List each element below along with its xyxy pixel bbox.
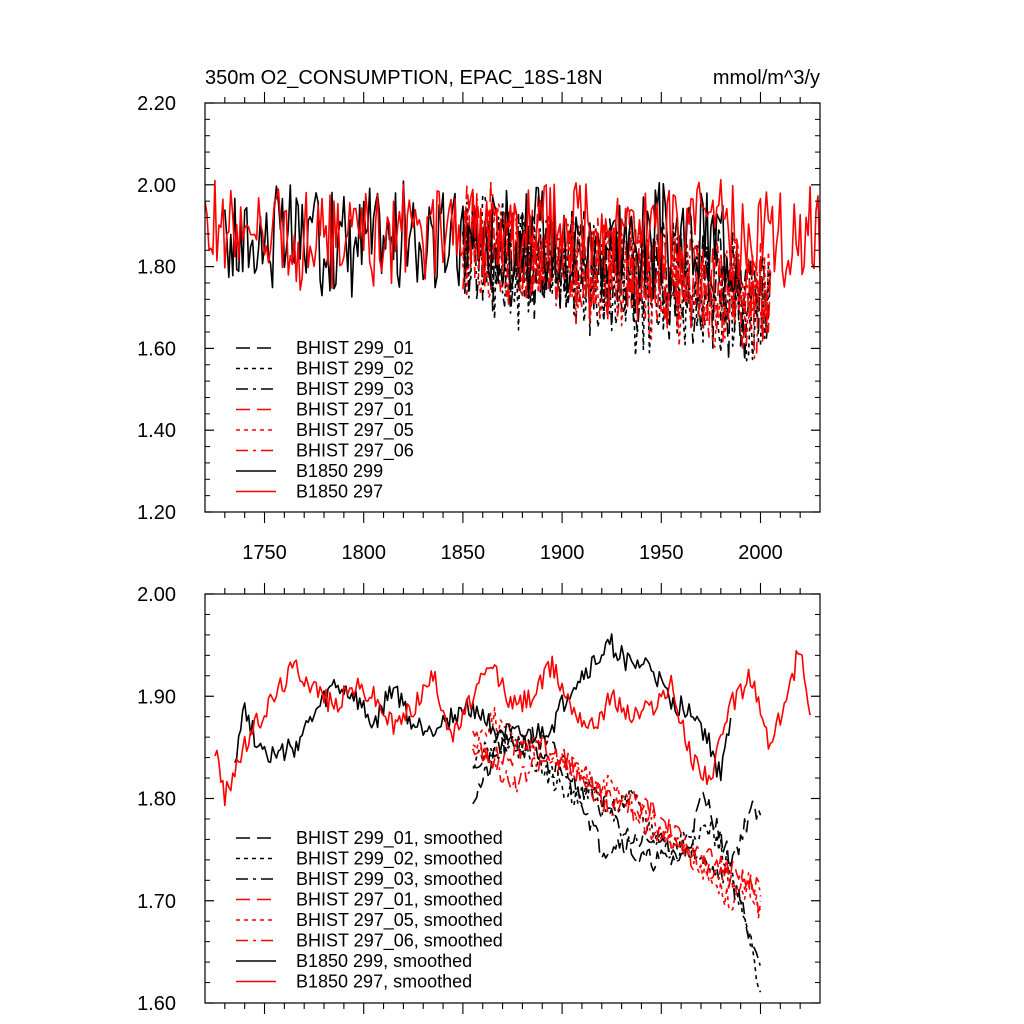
legend-label: BHIST 297_06	[296, 441, 414, 462]
series-line	[234, 633, 732, 782]
legend-label: BHIST 299_02, smoothed	[296, 849, 503, 870]
plot-area	[205, 179, 820, 362]
legend-label: BHIST 297_05, smoothed	[296, 910, 503, 931]
legend-label: BHIST 299_01, smoothed	[296, 828, 503, 849]
y-tick-label: 1.40	[137, 420, 176, 442]
y-tick-label: 2.20	[137, 93, 176, 115]
series-line	[214, 650, 811, 807]
legend-label: BHIST 297_05	[296, 420, 414, 441]
series-line	[205, 179, 820, 291]
x-tick-label: 2000	[738, 542, 783, 564]
legend-label: BHIST 299_01	[296, 338, 414, 359]
legend-label: B1850 299	[296, 461, 383, 481]
legend-label: BHIST 299_02	[296, 359, 414, 380]
legend-label: BHIST 297_01, smoothed	[296, 890, 503, 911]
bottom-panel: 1.60 1.70 1.80 1.90 2.00 BHIST 299_01, smooth…	[137, 583, 821, 1015]
y-tick-label: 1.80	[137, 789, 176, 811]
series-line	[472, 736, 762, 968]
y-tick-label: 1.70	[137, 891, 176, 913]
series-line	[472, 745, 762, 897]
chart-units: mmol/m^3/y	[713, 67, 820, 89]
series-line	[462, 194, 772, 362]
y-tick-label: 1.60	[137, 993, 176, 1015]
y-tick-label: 1.80	[137, 257, 176, 279]
x-tick-label: 1950	[639, 542, 684, 564]
plot-area	[214, 633, 811, 993]
plot-frame	[204, 102, 821, 513]
x-tick-label: 1800	[341, 542, 386, 564]
y-tick-label: 2.00	[137, 175, 176, 197]
legend-label: BHIST 299_03, smoothed	[296, 869, 503, 890]
series-line	[472, 707, 762, 919]
x-tick-label: 1750	[242, 542, 287, 564]
legend-label: BHIST 297_01	[296, 400, 414, 421]
legend-label: BHIST 299_03	[296, 379, 414, 400]
legend-label: B1850 297, smoothed	[296, 972, 472, 992]
x-tick-label: 1900	[540, 542, 585, 564]
chart-title: 350m O2_CONSUMPTION, EPAC_18S-18N	[205, 67, 603, 89]
x-tick-label: 1850	[441, 542, 486, 564]
top-panel: 1.20 1.40 1.60 1.80 2.00 2.20 1750 1800 1850 1900…	[137, 92, 821, 564]
y-tick-label: 1.20	[137, 502, 176, 524]
series-line	[472, 726, 762, 872]
y-tick-label: 2.00	[137, 584, 176, 606]
legend-label: B1850 299, smoothed	[296, 951, 472, 971]
legend-label: BHIST 297_06, smoothed	[296, 931, 503, 952]
y-tick-label: 1.90	[137, 686, 176, 708]
legend-label: B1850 297	[296, 482, 383, 502]
series-line	[472, 730, 762, 912]
y-tick-label: 1.60	[137, 338, 176, 360]
